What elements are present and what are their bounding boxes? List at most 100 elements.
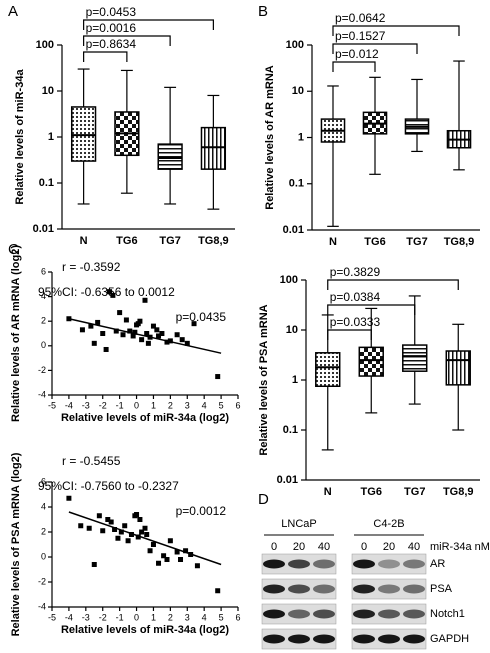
y-tick-label: 1 <box>48 131 54 143</box>
dose-unit: miR-34a nM <box>430 541 490 553</box>
x-tick-label: 5 <box>219 400 224 410</box>
x-tick-label: 4 <box>202 400 207 410</box>
p-value: p=0.3829 <box>330 265 381 279</box>
y-tick-label: 10 <box>286 324 298 336</box>
point <box>156 333 162 339</box>
point <box>123 317 129 323</box>
x-tick-label: TG7 <box>404 486 425 498</box>
band <box>353 609 375 619</box>
point <box>118 529 124 535</box>
bracket <box>83 35 171 46</box>
band <box>263 634 285 644</box>
y-axis-title: Relative levels of PSA mRNA (log2) <box>10 452 22 636</box>
y-tick-label: 1 <box>292 374 298 386</box>
point <box>150 323 156 329</box>
dose: 20 <box>383 541 395 553</box>
statistic: 95%CI: -0.7560 to -0.2327 <box>38 479 179 493</box>
x-tick-label: 4 <box>202 612 207 622</box>
band <box>378 609 400 619</box>
protein: Notch1 <box>430 608 465 620</box>
x-tick-label: TG7 <box>159 235 180 247</box>
band <box>288 609 310 619</box>
statistic: p=0.0012 <box>176 504 227 518</box>
point <box>127 328 133 334</box>
x-tick-label: 2 <box>168 612 173 622</box>
box <box>70 106 97 162</box>
p-value: p=0.1527 <box>335 29 386 43</box>
x-tick-label: -1 <box>116 612 124 622</box>
y-tick-label: 100 <box>36 39 54 51</box>
point <box>145 340 151 346</box>
cell-line: LNCaP <box>281 518 316 530</box>
band <box>288 584 310 594</box>
point <box>113 328 119 334</box>
x-tick-label: -4 <box>65 400 73 410</box>
bracket <box>327 329 372 340</box>
bracket <box>83 19 214 30</box>
blot-strip <box>351 553 427 575</box>
blot-strip <box>351 578 427 600</box>
x-tick-label: 3 <box>185 612 190 622</box>
band <box>313 584 335 594</box>
y-tick-label: -2 <box>38 365 46 375</box>
bracket <box>332 61 376 72</box>
panel-label: C <box>8 241 19 258</box>
x-axis-title: Relative levels of miR-34a (log2) <box>61 624 229 636</box>
point <box>139 337 145 343</box>
panel-label: D <box>258 491 269 508</box>
point <box>215 588 221 594</box>
point <box>164 557 170 562</box>
p-value: p=0.0016 <box>86 21 137 35</box>
x-tick-label: TG8,9 <box>443 486 474 498</box>
x-tick-label: TG6 <box>361 486 382 498</box>
x-tick-label: -1 <box>116 400 124 410</box>
protein: GAPDH <box>430 633 469 645</box>
x-tick-label: TG8,9 <box>198 235 229 247</box>
dose: 20 <box>293 541 305 553</box>
statistic: r = -0.5455 <box>62 454 121 468</box>
p-value: p=0.8634 <box>86 37 137 51</box>
x-tick-label: -5 <box>48 612 56 622</box>
box <box>157 143 183 170</box>
band <box>353 584 375 594</box>
point <box>167 538 173 544</box>
point <box>125 538 131 544</box>
point <box>144 331 150 336</box>
point <box>139 529 145 535</box>
point <box>156 560 162 566</box>
band <box>403 609 425 619</box>
band <box>288 634 310 644</box>
y-axis-title: Relative levels of AR mRNA <box>264 65 276 210</box>
statistic: r = -0.3592 <box>62 260 121 274</box>
point <box>91 562 97 567</box>
x-tick-label: 6 <box>235 400 240 410</box>
point <box>110 292 116 298</box>
y-tick-label: -4 <box>38 601 46 611</box>
cell-line: C4-2B <box>373 518 404 530</box>
y-tick-label: 0.01 <box>283 224 304 236</box>
band <box>403 584 425 594</box>
point <box>106 289 112 295</box>
point <box>130 333 136 339</box>
point <box>100 331 106 336</box>
y-axis-title: Relative levels of miR-34a <box>14 69 26 205</box>
y-tick-label: 10 <box>42 85 54 97</box>
y-tick-label: 0 <box>41 340 46 350</box>
y-tick-label: 0.01 <box>33 223 54 235</box>
point <box>154 327 160 333</box>
p-value: p=0.012 <box>335 47 379 61</box>
point <box>91 340 97 346</box>
x-tick-label: 3 <box>185 400 190 410</box>
point <box>137 517 143 522</box>
point <box>184 340 190 346</box>
fit-line <box>68 318 222 354</box>
dose: 40 <box>408 541 420 553</box>
protein: PSA <box>430 583 453 595</box>
x-tick-label: N <box>329 236 337 248</box>
p-value: p=0.0384 <box>330 290 381 304</box>
y-tick-label: -2 <box>38 576 46 586</box>
point <box>128 532 134 537</box>
x-tick-label: 6 <box>235 612 240 622</box>
panel-label: B <box>258 3 268 20</box>
